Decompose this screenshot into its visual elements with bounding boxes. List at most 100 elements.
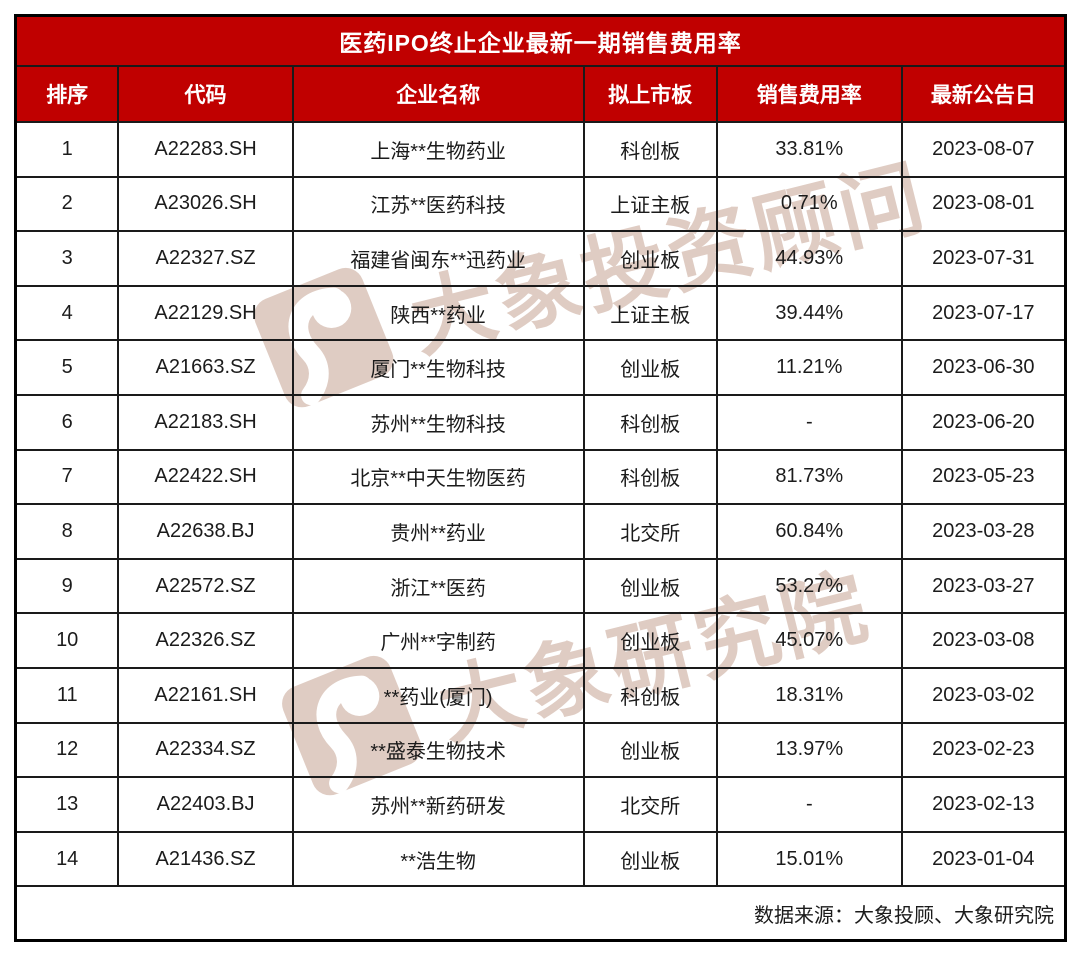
cell-expense-ratio: 33.81% (715, 121, 903, 178)
cell-board: 创业板 (582, 830, 718, 888)
cell-board: 北交所 (582, 776, 718, 833)
cell-board: 科创板 (582, 121, 718, 178)
table-row: 3 A22327.SZ 福建省闽东**迅药业 创业板 44.93% 2023-0… (14, 230, 1067, 287)
cell-expense-ratio: 44.93% (715, 230, 903, 287)
table-footer-row: 数据来源：大象投顾、大象研究院 (14, 885, 1067, 942)
cell-code: A22327.SZ (117, 230, 294, 287)
cell-company-name: 浙江**医药 (291, 557, 585, 615)
cell-expense-ratio: 0.71% (715, 175, 903, 233)
cell-announce-date: 2023-07-31 (900, 230, 1067, 287)
cell-company-name: 苏州**生物科技 (291, 393, 585, 451)
cell-announce-date: 2023-08-07 (900, 121, 1067, 178)
cell-company-name: 贵州**药业 (291, 503, 585, 560)
cell-announce-date: 2023-08-01 (900, 175, 1067, 233)
cell-announce-date: 2023-02-23 (900, 721, 1067, 779)
cell-rank: 6 (14, 393, 120, 451)
cell-rank: 5 (14, 339, 120, 396)
table-row: 8 A22638.BJ 贵州**药业 北交所 60.84% 2023-03-28 (14, 503, 1067, 560)
cell-code: A22326.SZ (117, 612, 294, 669)
cell-code: A22638.BJ (117, 503, 294, 560)
cell-rank: 2 (14, 175, 120, 233)
cell-company-name: 广州**字制药 (291, 612, 585, 669)
cell-rank: 9 (14, 557, 120, 615)
column-header-date: 最新公告日 (900, 65, 1067, 123)
column-header-board: 拟上市板 (582, 65, 718, 123)
cell-rank: 7 (14, 448, 120, 506)
table-row: 12 A22334.SZ **盛泰生物技术 创业板 13.97% 2023-02… (14, 721, 1067, 779)
cell-expense-ratio: - (715, 776, 903, 833)
cell-company-name: 苏州**新药研发 (291, 776, 585, 833)
cell-announce-date: 2023-06-20 (900, 393, 1067, 451)
expense-ratio-table: 医药IPO终止企业最新一期销售费用率 排序 代码 企业名称 拟上市板 销售费用率… (14, 14, 1067, 943)
cell-board: 创业板 (582, 230, 718, 287)
cell-company-name: **盛泰生物技术 (291, 721, 585, 779)
table-row: 4 A22129.SH 陕西**药业 上证主板 39.44% 2023-07-1… (14, 284, 1067, 342)
cell-company-name: 福建省闽东**迅药业 (291, 230, 585, 287)
column-header-rank: 排序 (14, 65, 120, 123)
table-row: 11 A22161.SH **药业(厦门) 科创板 18.31% 2023-03… (14, 666, 1067, 724)
table-header-row: 排序 代码 企业名称 拟上市板 销售费用率 最新公告日 (14, 65, 1067, 123)
cell-company-name: **药业(厦门) (291, 666, 585, 724)
cell-board: 创业板 (582, 612, 718, 669)
cell-board: 上证主板 (582, 284, 718, 342)
cell-code: A22422.SH (117, 448, 294, 506)
cell-board: 创业板 (582, 721, 718, 779)
table-row: 13 A22403.BJ 苏州**新药研发 北交所 - 2023-02-13 (14, 776, 1067, 833)
table-row: 7 A22422.SH 北京**中天生物医药 科创板 81.73% 2023-0… (14, 448, 1067, 506)
cell-company-name: 厦门**生物科技 (291, 339, 585, 396)
cell-rank: 12 (14, 721, 120, 779)
cell-rank: 3 (14, 230, 120, 287)
cell-expense-ratio: - (715, 393, 903, 451)
cell-rank: 11 (14, 666, 120, 724)
column-header-code: 代码 (117, 65, 294, 123)
cell-company-name: 江苏**医药科技 (291, 175, 585, 233)
cell-announce-date: 2023-01-04 (900, 830, 1067, 888)
cell-code: A22161.SH (117, 666, 294, 724)
cell-company-name: **浩生物 (291, 830, 585, 888)
cell-expense-ratio: 18.31% (715, 666, 903, 724)
cell-board: 科创板 (582, 393, 718, 451)
table-row: 5 A21663.SZ 厦门**生物科技 创业板 11.21% 2023-06-… (14, 339, 1067, 396)
cell-company-name: 上海**生物药业 (291, 121, 585, 178)
column-header-company: 企业名称 (291, 65, 585, 123)
table-row: 9 A22572.SZ 浙江**医药 创业板 53.27% 2023-03-27 (14, 557, 1067, 615)
cell-expense-ratio: 81.73% (715, 448, 903, 506)
data-source-note: 数据来源：大象投顾、大象研究院 (14, 885, 1067, 942)
cell-rank: 4 (14, 284, 120, 342)
cell-code: A22183.SH (117, 393, 294, 451)
cell-expense-ratio: 13.97% (715, 721, 903, 779)
table-row: 2 A23026.SH 江苏**医药科技 上证主板 0.71% 2023-08-… (14, 175, 1067, 233)
cell-rank: 1 (14, 121, 120, 178)
cell-expense-ratio: 53.27% (715, 557, 903, 615)
cell-board: 创业板 (582, 339, 718, 396)
cell-rank: 8 (14, 503, 120, 560)
cell-board: 北交所 (582, 503, 718, 560)
table-title-row: 医药IPO终止企业最新一期销售费用率 (14, 14, 1067, 67)
cell-board: 创业板 (582, 557, 718, 615)
cell-announce-date: 2023-05-23 (900, 448, 1067, 506)
table-title: 医药IPO终止企业最新一期销售费用率 (14, 14, 1067, 67)
cell-announce-date: 2023-03-08 (900, 612, 1067, 669)
cell-announce-date: 2023-03-27 (900, 557, 1067, 615)
cell-expense-ratio: 11.21% (715, 339, 903, 396)
cell-expense-ratio: 39.44% (715, 284, 903, 342)
cell-code: A21436.SZ (117, 830, 294, 888)
cell-rank: 10 (14, 612, 120, 669)
column-header-ratio: 销售费用率 (715, 65, 903, 123)
table-row: 14 A21436.SZ **浩生物 创业板 15.01% 2023-01-04 (14, 830, 1067, 888)
cell-company-name: 北京**中天生物医药 (291, 448, 585, 506)
cell-board: 上证主板 (582, 175, 718, 233)
cell-code: A23026.SH (117, 175, 294, 233)
cell-company-name: 陕西**药业 (291, 284, 585, 342)
cell-announce-date: 2023-03-02 (900, 666, 1067, 724)
cell-board: 科创板 (582, 448, 718, 506)
cell-announce-date: 2023-06-30 (900, 339, 1067, 396)
table-row: 6 A22183.SH 苏州**生物科技 科创板 - 2023-06-20 (14, 393, 1067, 451)
cell-code: A21663.SZ (117, 339, 294, 396)
cell-code: A22283.SH (117, 121, 294, 178)
cell-announce-date: 2023-07-17 (900, 284, 1067, 342)
cell-code: A22403.BJ (117, 776, 294, 833)
cell-expense-ratio: 15.01% (715, 830, 903, 888)
cell-code: A22572.SZ (117, 557, 294, 615)
